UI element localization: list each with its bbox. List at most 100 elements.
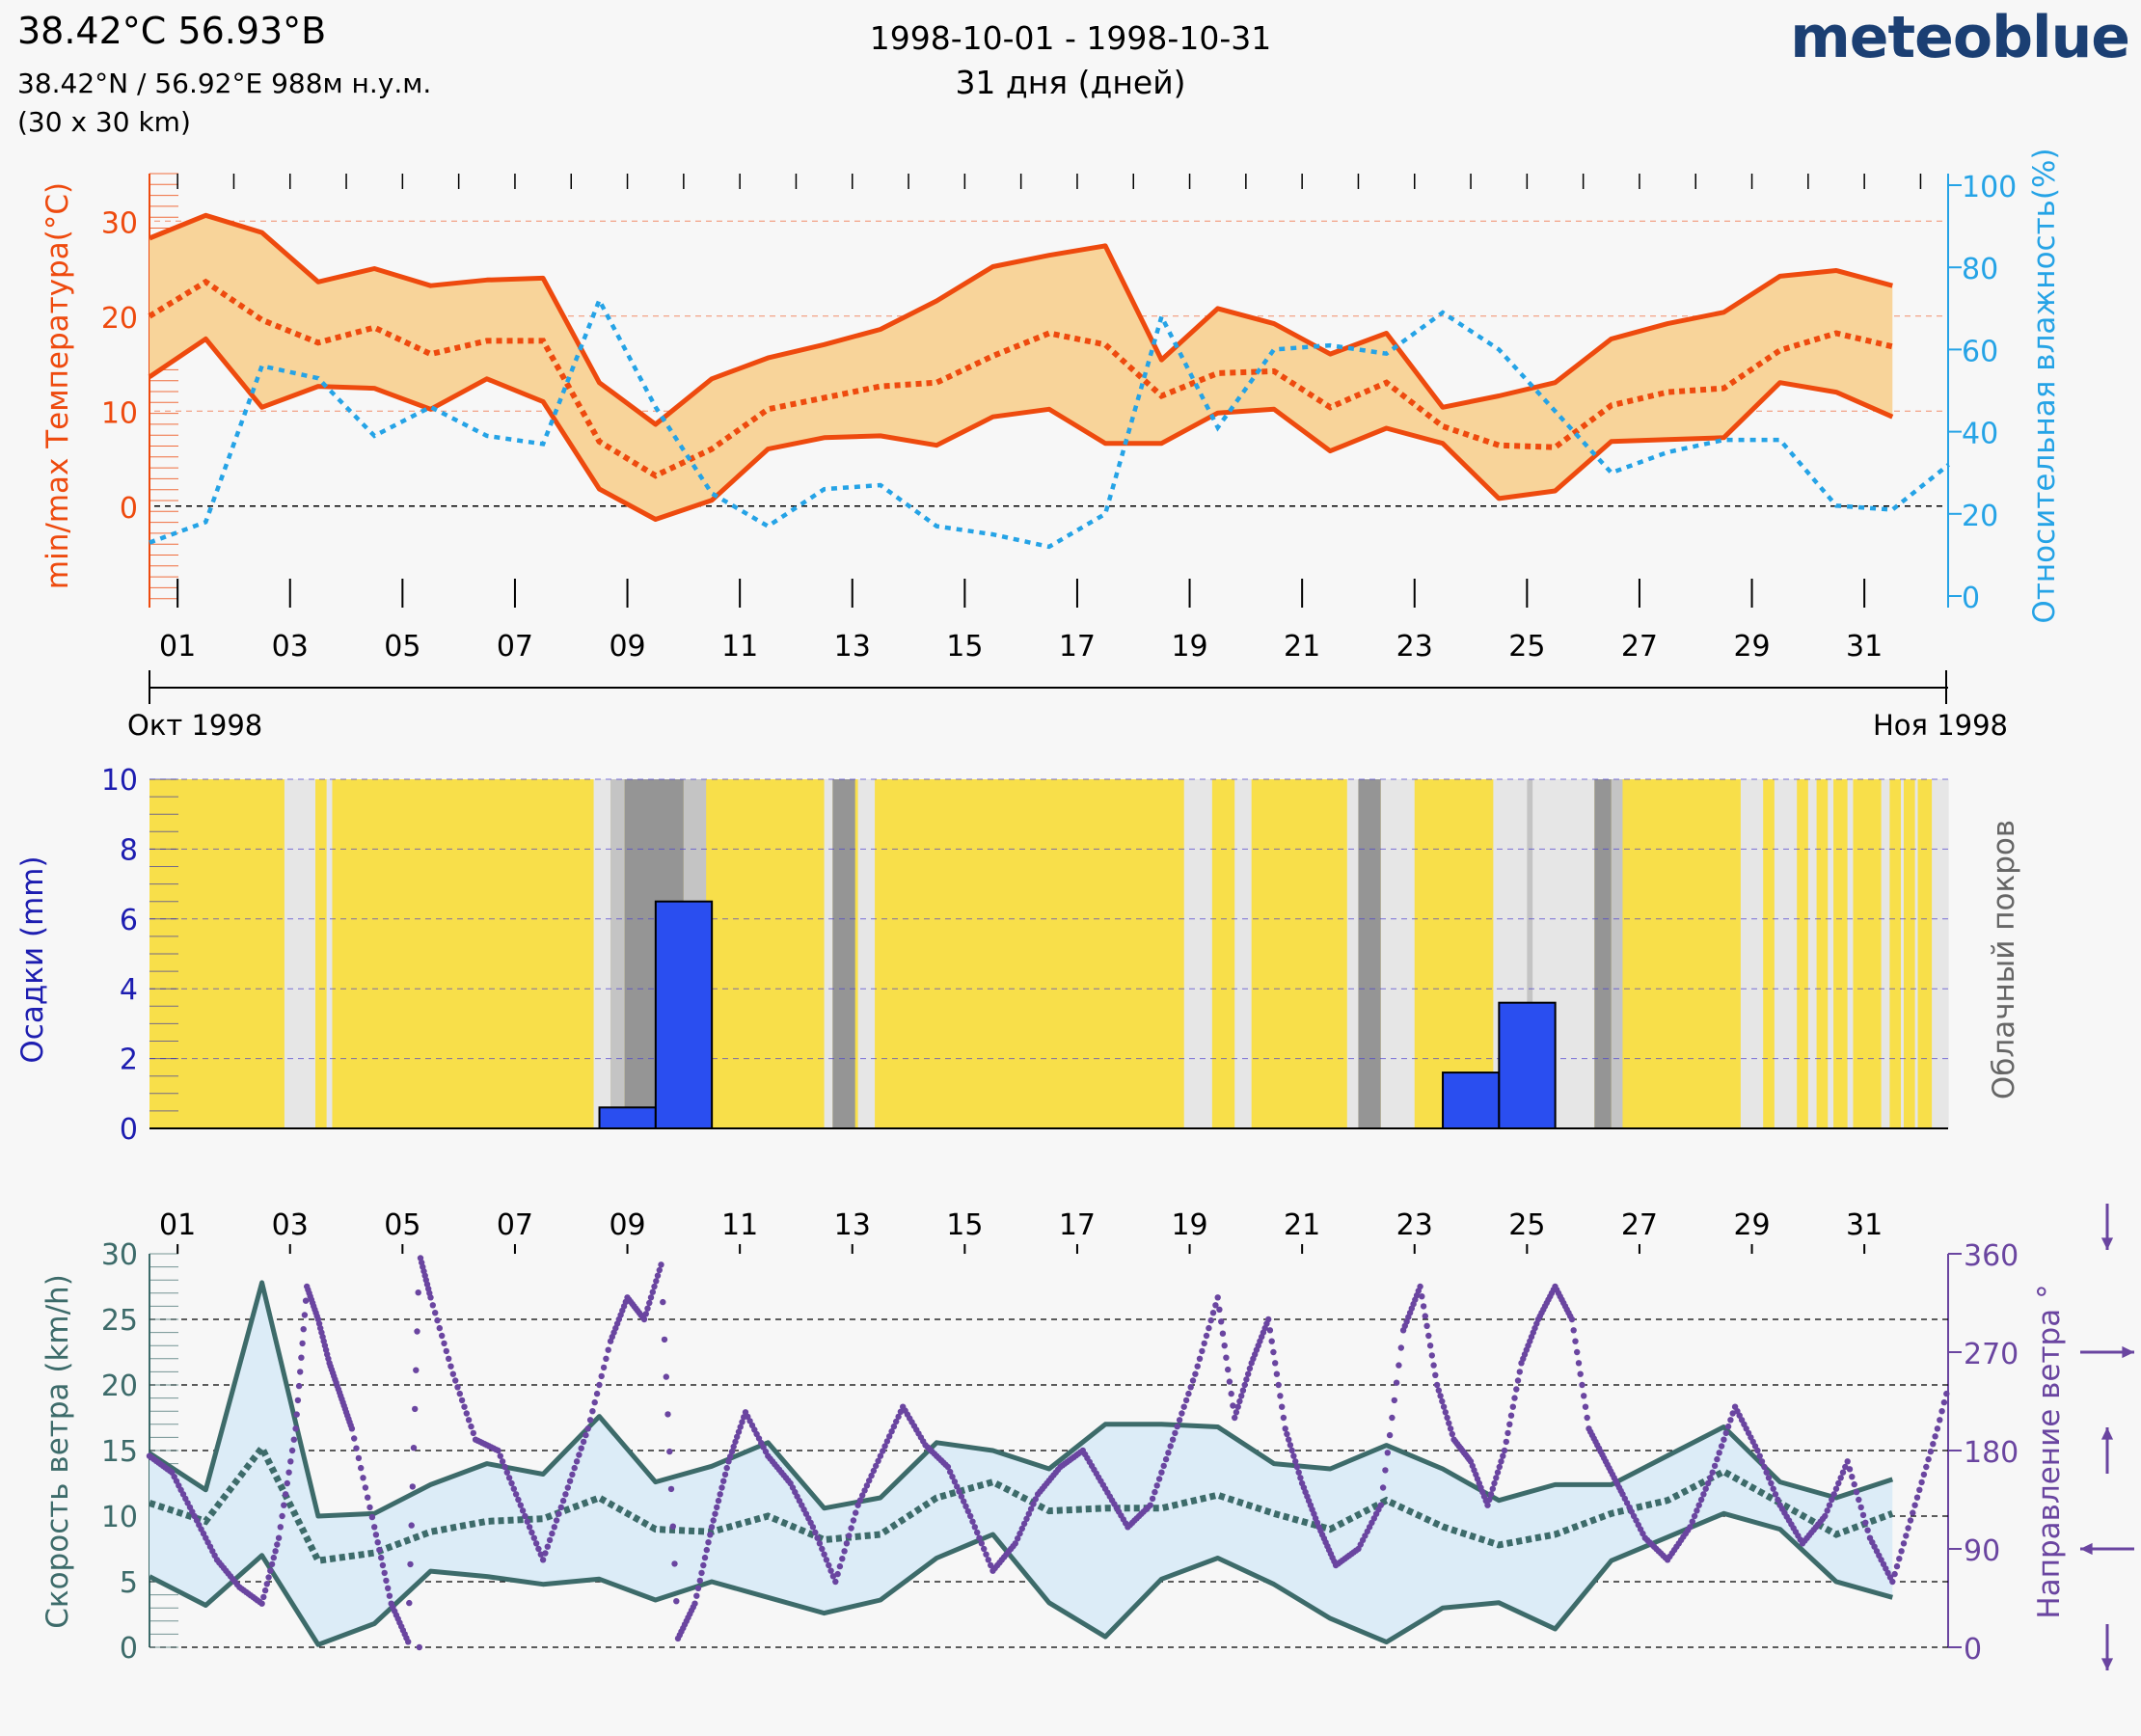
wind-direction-dot: [853, 1509, 859, 1516]
cloud-cover-band: [593, 779, 611, 1128]
wind-tick-label: 20: [101, 1370, 138, 1403]
wind-direction-dot: [1018, 1525, 1026, 1533]
wind-direction-dot: [947, 1468, 954, 1476]
wind-direction-dot: [1896, 1556, 1903, 1562]
cloud-cover-band: [1914, 779, 1918, 1128]
wind-direction-dot: [551, 1524, 557, 1531]
wind-direction-dot: [843, 1540, 851, 1547]
wind-direction-dot: [823, 1557, 830, 1563]
wind-direction-dot: [386, 1592, 393, 1599]
wind-direction-dot: [1169, 1436, 1177, 1443]
wind-direction-dot: [1900, 1540, 1908, 1547]
wind-direction-dot: [1826, 1502, 1833, 1508]
cloud-cover-band: [1932, 779, 1949, 1128]
wind-direction-dot: [727, 1453, 734, 1460]
humidity-tick-label: 80: [1962, 253, 1998, 286]
wind-direction-dot: [812, 1529, 819, 1536]
wind-direction-dot: [1770, 1485, 1776, 1492]
wind-direction-dot: [300, 1326, 307, 1333]
wind-direction-dot: [578, 1445, 584, 1451]
wind-x-tick-label: 05: [384, 1208, 420, 1242]
wind-direction-dot: [723, 1464, 730, 1472]
wind-direction-dot: [1425, 1332, 1432, 1340]
wind-x-tick-label: 29: [1733, 1208, 1770, 1242]
wind-direction-dot: [1279, 1403, 1286, 1410]
wind-direction-dot: [730, 1443, 737, 1451]
wind-direction-dot: [971, 1524, 978, 1531]
wind-direction-dot: [1432, 1371, 1439, 1379]
wind-direction-dot: [658, 1261, 664, 1268]
wind-direction-dot: [470, 1429, 476, 1437]
wind-x-tick-label: 25: [1508, 1208, 1545, 1242]
cloud-cover-band: [610, 779, 625, 1128]
wind-direction-dot: [1903, 1533, 1910, 1539]
wind-direction-dot: [1245, 1370, 1252, 1377]
wind-direction-dot: [415, 1289, 421, 1296]
wind-direction-dot: [1910, 1509, 1916, 1516]
wind-direction-dot: [1221, 1343, 1228, 1349]
wind-direction-dot: [1913, 1494, 1921, 1501]
wind-tick-label: 15: [101, 1435, 138, 1469]
wind-direction-dot: [1292, 1458, 1299, 1465]
date-range: 1998-10-01 - 1998-10-31: [869, 19, 1272, 57]
wind-direction-dot: [1179, 1410, 1185, 1417]
wind-direction-dot: [263, 1581, 270, 1587]
wind-direction-dot: [539, 1557, 547, 1563]
wind-direction-dot: [405, 1639, 412, 1645]
wind-direction-dot: [1160, 1462, 1167, 1470]
wind-direction-dot: [1905, 1525, 1911, 1532]
wind-direction-dot: [1697, 1496, 1705, 1504]
wind-direction-dot: [1288, 1447, 1295, 1454]
wind-direction-dot: [261, 1587, 269, 1594]
wind-direction-dot: [1511, 1395, 1518, 1401]
wind-direction-dot: [353, 1445, 360, 1451]
wind-direction-dot: [895, 1413, 902, 1421]
precip-tick-label: 10: [101, 764, 138, 798]
wind-direction-dot: [274, 1541, 281, 1548]
wind-direction-dot: [270, 1554, 277, 1561]
wind-direction-dot: [1758, 1458, 1766, 1465]
wind-direction-dot: [1280, 1414, 1287, 1422]
wind-direction-dot: [839, 1556, 846, 1562]
wind-direction-dot: [408, 1522, 415, 1529]
precip-tick-label: 4: [120, 973, 138, 1007]
wind-direction-dot: [717, 1491, 723, 1498]
wind-tick-label: 25: [101, 1304, 138, 1338]
wind-direction-dot: [1704, 1479, 1712, 1487]
wind-direction-dot: [646, 1299, 653, 1307]
cloud-cover-band: [1740, 779, 1764, 1128]
wind-dir-axis-title: Направление ветра °: [2032, 1284, 2067, 1618]
humidity-axis-title: Относительная влажность(%): [2027, 148, 2062, 623]
wind-direction-dot: [1230, 1402, 1236, 1409]
wind-direction-dot: [277, 1524, 284, 1531]
temp-tick-label: 0: [120, 492, 138, 526]
precip-tick-label: 2: [120, 1044, 138, 1077]
wind-direction-dot: [281, 1502, 287, 1508]
temp-axis-title: min/max Температура(°C): [41, 182, 75, 589]
wind-direction-dot: [848, 1525, 854, 1532]
wind-direction-dot: [1891, 1570, 1898, 1578]
cloud-cover-band: [1807, 779, 1817, 1128]
wind-direction-dot: [1433, 1381, 1441, 1389]
south-arrow-icon-head: [2100, 1427, 2114, 1440]
wind-direction-dot: [532, 1540, 540, 1547]
wind-direction-dot: [351, 1435, 358, 1442]
x-tick-label: 11: [721, 630, 758, 664]
wind-direction-dot: [809, 1524, 817, 1531]
wind-direction-dot: [967, 1512, 974, 1520]
wind-direction-dot: [427, 1294, 434, 1301]
wind-direction-dot: [528, 1529, 535, 1536]
wind-direction-dot: [522, 1512, 528, 1520]
wind-direction-dot: [663, 1373, 669, 1380]
temp-min-line: [148, 336, 1894, 522]
wind-direction-dot: [589, 1408, 596, 1415]
wind-direction-dot: [673, 1598, 680, 1605]
wind-direction-dot: [712, 1510, 718, 1517]
humidity-tick-label: 40: [1962, 418, 1998, 451]
wind-direction-dot: [495, 1447, 501, 1454]
cloud-cover-band: [1183, 779, 1212, 1128]
wind-direction-dot: [1023, 1515, 1030, 1523]
wind-direction-dot: [1938, 1408, 1945, 1415]
wind-direction-dot: [456, 1390, 463, 1397]
wind-direction-dot: [1516, 1369, 1524, 1375]
